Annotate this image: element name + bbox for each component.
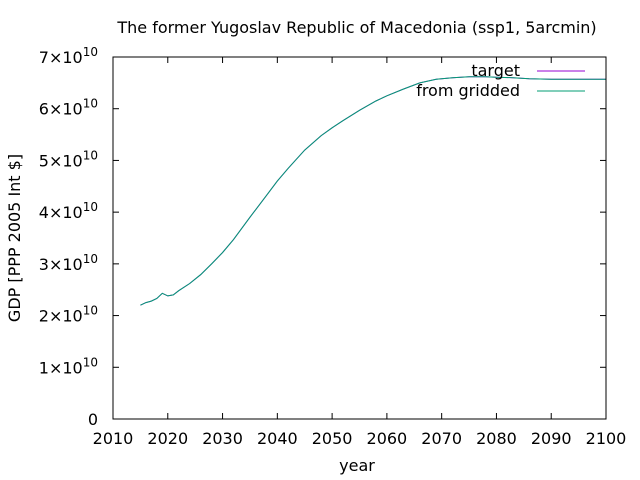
y-tick-label: 0: [88, 410, 98, 429]
x-tick-label: 2030: [202, 429, 243, 448]
y-tick-exponent: 10: [83, 304, 98, 318]
y-tick-label: 7×1010: [39, 45, 98, 67]
x-axis-label: year: [339, 456, 375, 475]
y-tick-mantissa: 4×10: [39, 203, 83, 222]
x-tick-label: 2010: [93, 429, 134, 448]
y-tick-label: 3×1010: [39, 252, 98, 274]
y-tick-label: 6×1010: [39, 97, 98, 119]
legend-label-1: from gridded: [416, 81, 520, 100]
y-tick-mantissa: 6×10: [39, 100, 83, 119]
y-tick-exponent: 10: [83, 252, 98, 266]
y-tick-exponent: 10: [83, 97, 98, 111]
y-tick-label: 2×1010: [39, 304, 98, 326]
y-tick-mantissa: 0: [88, 410, 98, 429]
y-tick-exponent: 10: [83, 45, 98, 59]
x-tick-label: 2100: [586, 429, 627, 448]
series-line-1: [140, 76, 606, 306]
axis-ticks: 2010 2020 2030 2040 2050 2060 2070 2080 2090 2100…: [39, 45, 627, 448]
x-tick-label: 2080: [476, 429, 517, 448]
y-tick-mantissa: 3×10: [39, 255, 83, 274]
x-tick-label: 2070: [421, 429, 462, 448]
x-tick-label: 2020: [147, 429, 188, 448]
y-tick-mantissa: 2×10: [39, 307, 83, 326]
x-tick-label: 2040: [257, 429, 298, 448]
y-tick-exponent: 10: [83, 200, 98, 214]
series-group: [140, 76, 606, 306]
x-tick-label: 2090: [531, 429, 572, 448]
legend-label-0: target: [471, 61, 520, 80]
y-tick-label: 4×1010: [39, 200, 98, 222]
y-tick-exponent: 10: [83, 355, 98, 369]
y-tick-label: 1×1010: [39, 355, 98, 377]
y-tick-mantissa: 1×10: [39, 358, 83, 377]
x-tick-label: 2050: [312, 429, 353, 448]
plot-frame: [112, 56, 607, 420]
y-axis-label: GDP [PPP 2005 Int $]: [5, 154, 24, 322]
y-tick-mantissa: 5×10: [39, 151, 83, 170]
x-tick-label: 2060: [367, 429, 408, 448]
y-tick-mantissa: 7×10: [39, 48, 83, 67]
y-tick-exponent: 10: [83, 148, 98, 162]
y-tick-label: 5×1010: [39, 148, 98, 170]
chart-title: The former Yugoslav Republic of Macedoni…: [116, 18, 596, 37]
